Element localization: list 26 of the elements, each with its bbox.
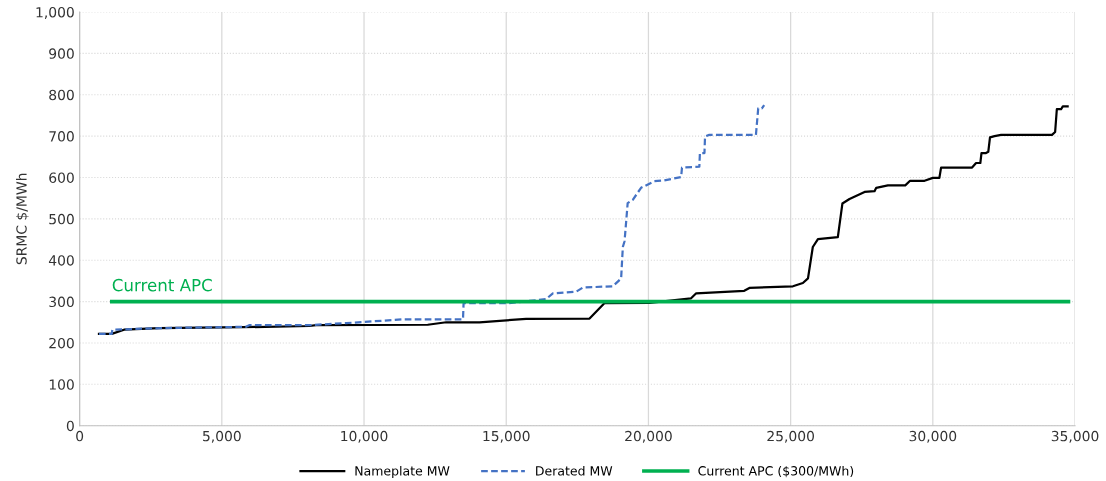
- legend-label: Derated MW: [536, 465, 613, 476]
- line-series: [97, 105, 1069, 335]
- x-tick-label: 30,000: [909, 430, 957, 443]
- y-tick-label: 200: [49, 337, 74, 349]
- x-tick-label: 35,000: [1051, 430, 1099, 443]
- annotation: Current APC: [112, 278, 212, 292]
- x-tick-label: 0: [76, 430, 84, 442]
- x-tick-label: 5,000: [203, 430, 241, 443]
- y-tick-label: 300: [49, 296, 74, 308]
- line-series: [97, 103, 766, 335]
- y-tick-label: 700: [49, 131, 74, 142]
- x-tick-label: 20,000: [625, 430, 672, 443]
- y-tick-label: 1,000: [36, 6, 74, 19]
- x-tick-label: 15,000: [483, 430, 530, 443]
- legend-label: Current APC ($300/MWh): [698, 465, 854, 478]
- y-axis-title: SRMC $/MWh: [16, 173, 29, 265]
- y-tick-label: 0: [66, 420, 74, 432]
- x-tick-label: 10,000: [341, 430, 388, 443]
- y-tick-label: 900: [49, 48, 74, 59]
- y-tick-label: 100: [49, 379, 74, 390]
- y-tick-label: 400: [48, 255, 74, 266]
- y-tick-label: 800: [49, 89, 74, 101]
- y-tick-label: 600: [49, 172, 74, 183]
- x-tick-label: 25,000: [767, 430, 815, 443]
- legend-label: Nameplate MW: [355, 465, 450, 478]
- y-tick-label: 500: [49, 213, 74, 225]
